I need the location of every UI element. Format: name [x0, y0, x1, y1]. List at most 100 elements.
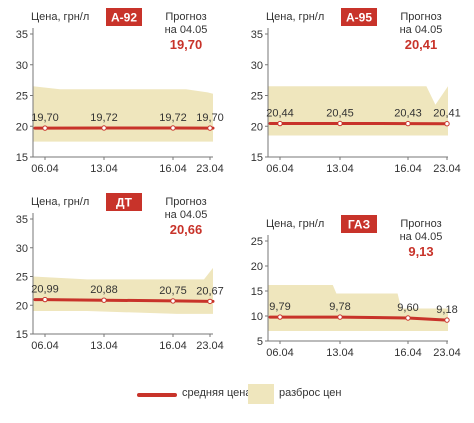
x-tick-label: 06.04 — [266, 347, 294, 359]
data-point — [207, 298, 213, 305]
y-tick-label: 35 — [16, 214, 28, 226]
forecast-label: Прогноз — [400, 218, 441, 230]
data-point — [42, 125, 48, 131]
x-tick-label: 23.04 — [433, 347, 461, 359]
data-label: 9,78 — [329, 301, 350, 313]
forecast-value: 20,66 — [170, 222, 203, 237]
fuel-badge: А-92 — [111, 11, 137, 25]
data-label: 20,43 — [394, 108, 422, 120]
data-label: 9,60 — [397, 302, 418, 314]
fuel-badge-bg — [341, 215, 377, 233]
y-tick-label: 20 — [16, 121, 28, 133]
data-label: 19,72 — [159, 112, 187, 124]
fuel-badge-bg — [106, 8, 142, 26]
data-point — [170, 298, 176, 304]
fuel-badge: ДТ — [116, 196, 133, 210]
price-spread-band — [268, 285, 448, 331]
fuel-badge: ГАЗ — [348, 218, 370, 232]
y-tick-label: 15 — [16, 152, 28, 164]
legend-line-swatch — [137, 393, 177, 397]
chart-panel-1: 15 20 25 30 35 06.04 13.04 16.04 23.04 Цена, грн/… — [16, 8, 224, 175]
y-tick-label: 20 — [16, 300, 28, 312]
y-axis-label: Цена, грн/л — [266, 11, 324, 23]
y-tick-label: 25 — [251, 236, 263, 248]
fuel-price-charts: 15 20 25 30 35 06.04 13.04 16.04 23.04 Цена, грн/… — [16, 8, 461, 359]
data-point — [337, 314, 343, 320]
forecast-value: 9,13 — [408, 244, 433, 259]
y-tick-label: 10 — [251, 311, 263, 323]
data-point — [101, 297, 107, 303]
forecast-date: на 04.05 — [165, 24, 208, 36]
x-tick-label: 06.04 — [266, 163, 294, 175]
y-tick-label: 20 — [251, 261, 263, 273]
fuel-badge: А-95 — [346, 11, 372, 25]
x-tick-label: 23.04 — [196, 163, 224, 175]
y-tick-label: 30 — [16, 243, 28, 255]
chart-panel-4: 5 10 15 20 25 06.04 13.04 16.04 23.04 Цена, грн/л… — [251, 215, 461, 359]
data-label: 19,70 — [196, 112, 224, 124]
data-point — [170, 125, 176, 131]
y-tick-label: 25 — [16, 91, 28, 103]
y-tick-label: 30 — [251, 60, 263, 72]
x-tick-label: 13.04 — [90, 340, 118, 352]
forecast-date: на 04.05 — [165, 209, 208, 221]
legend-band-swatch — [248, 384, 274, 404]
forecast-value: 19,70 — [170, 37, 203, 52]
forecast-value: 20,41 — [405, 37, 438, 52]
y-tick-label: 20 — [251, 121, 263, 133]
forecast-label: Прогноз — [165, 196, 206, 208]
x-tick-label: 06.04 — [31, 340, 59, 352]
forecast-label: Прогноз — [165, 11, 206, 23]
y-tick-label: 5 — [257, 336, 263, 348]
legend-band-label: разброс цен — [279, 387, 342, 399]
y-tick-label: 25 — [16, 272, 28, 284]
data-label: 9,18 — [436, 304, 457, 316]
data-label: 20,45 — [326, 107, 354, 119]
data-point — [101, 125, 107, 131]
x-tick-label: 06.04 — [31, 163, 59, 175]
data-label: 20,75 — [159, 285, 187, 297]
x-tick-label: 13.04 — [90, 163, 118, 175]
y-axis-label: Цена, грн/л — [31, 196, 89, 208]
y-tick-label: 35 — [16, 29, 28, 41]
data-point — [207, 125, 213, 131]
x-tick-label: 23.04 — [433, 163, 461, 175]
data-point — [405, 315, 411, 321]
y-tick-label: 25 — [251, 91, 263, 103]
price-spread-band — [33, 267, 213, 314]
forecast-date: на 04.05 — [400, 231, 443, 243]
data-label: 9,79 — [269, 301, 290, 313]
data-label: 20,99 — [31, 284, 59, 296]
y-axis-label: Цена, грн/л — [266, 218, 324, 230]
data-point — [277, 314, 283, 320]
fuel-badge-bg — [106, 193, 142, 211]
data-label: 20,88 — [90, 284, 118, 296]
y-tick-label: 15 — [16, 329, 28, 341]
data-point — [42, 296, 48, 303]
legend: средняя цена разброс цен — [0, 383, 474, 407]
data-point — [277, 120, 283, 127]
forecast-date: на 04.05 — [400, 24, 443, 36]
data-label: 19,70 — [31, 112, 59, 124]
y-tick-label: 15 — [251, 286, 263, 298]
average-price-line — [33, 298, 215, 303]
y-tick-label: 15 — [251, 152, 263, 164]
data-point — [444, 317, 450, 323]
forecast-label: Прогноз — [400, 11, 441, 23]
data-label: 19,72 — [90, 112, 118, 124]
chart-panel-3: 15 20 25 30 35 06.04 13.04 16.04 23.04 Цена, грн/… — [16, 193, 224, 352]
y-tick-label: 35 — [251, 29, 263, 41]
x-tick-label: 13.04 — [326, 347, 354, 359]
y-axis-label: Цена, грн/л — [31, 11, 89, 23]
fuel-badge-bg — [341, 8, 377, 26]
data-point — [405, 120, 411, 127]
x-tick-label: 16.04 — [394, 163, 422, 175]
x-tick-label: 16.04 — [159, 340, 187, 352]
x-tick-label: 13.04 — [326, 163, 354, 175]
x-tick-label: 23.04 — [196, 340, 224, 352]
data-label: 20,41 — [433, 108, 461, 120]
legend-line-label: средняя цена — [182, 387, 252, 399]
data-point — [444, 121, 450, 127]
data-point — [337, 120, 343, 127]
x-tick-label: 16.04 — [394, 347, 422, 359]
